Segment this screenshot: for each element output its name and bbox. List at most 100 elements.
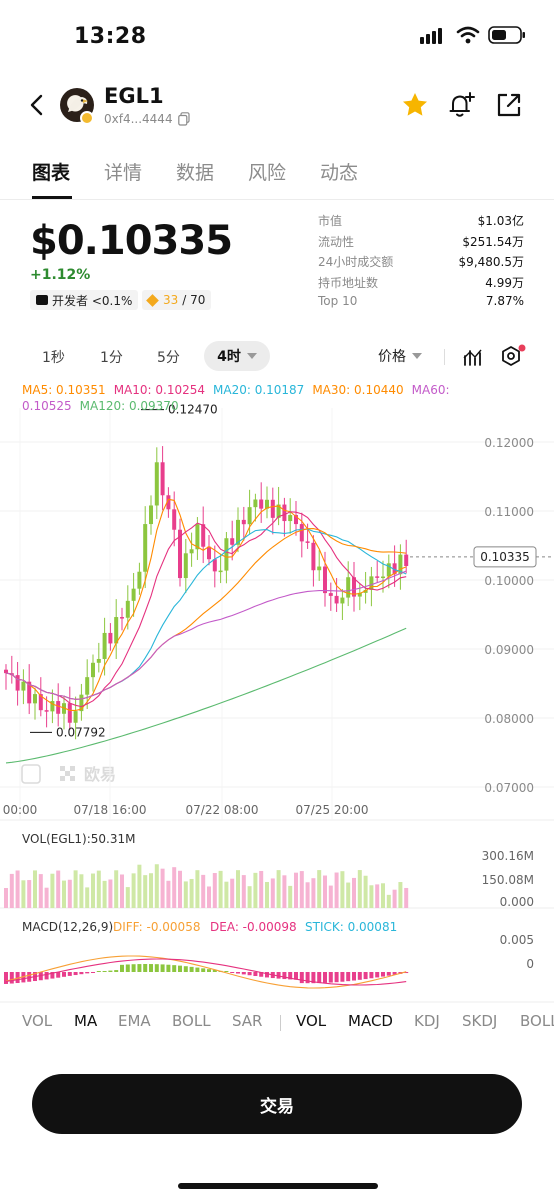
macd-histogram-bar <box>166 964 171 972</box>
candle-body <box>207 546 211 560</box>
share-icon[interactable] <box>494 90 524 120</box>
stat-key: Top 10 <box>318 294 358 308</box>
macd-histogram-bar <box>178 965 182 972</box>
macd-histogram-bar <box>207 969 211 972</box>
volume-bar <box>183 881 188 908</box>
candle-body <box>236 519 240 545</box>
volume-bar <box>131 873 136 908</box>
volume-bar <box>120 874 124 908</box>
candle-body <box>189 549 194 554</box>
macd-label: MACD(12,26,9) <box>22 920 113 934</box>
volume-bar <box>398 882 403 908</box>
macd-histogram-bar <box>224 971 229 972</box>
macd-histogram-bar <box>323 972 327 983</box>
macd-histogram-bar <box>91 972 95 973</box>
chart-settings-icon[interactable] <box>500 344 526 370</box>
macd-histogram-bar <box>102 971 107 972</box>
volume-bar <box>195 870 200 908</box>
candle-body <box>137 571 142 589</box>
timeframe-4h-dropdown[interactable]: 4时 <box>204 341 270 371</box>
timeframe-bar: 1秒 1分 5分 4时 价格 <box>0 340 554 376</box>
macd-histogram-bar <box>15 972 20 984</box>
watermark-text: 欧易 <box>84 765 116 784</box>
ind-main-vol[interactable]: VOL <box>22 1012 53 1030</box>
candle-body <box>91 662 95 678</box>
volume-tick-label: 150.08M <box>482 873 534 887</box>
price-change: +1.12% <box>30 267 91 283</box>
volume-bar <box>56 870 61 908</box>
volume-bar <box>305 882 310 908</box>
candle-body <box>27 681 32 704</box>
tab-details[interactable]: 详情 <box>104 162 143 184</box>
macd-histogram-bar <box>363 972 368 980</box>
macd-histogram-bar <box>149 964 153 972</box>
eagle-logo-icon <box>68 97 88 112</box>
stat-key: 流动性 <box>318 234 355 249</box>
price-selector[interactable]: 价格 <box>378 346 422 366</box>
ind-main-boll[interactable]: BOLL <box>172 1012 211 1030</box>
candle-body <box>404 554 409 567</box>
score-chip[interactable]: 33 / 70 <box>142 290 212 310</box>
star-icon[interactable] <box>400 90 430 120</box>
macd-histogram-bar <box>154 964 159 972</box>
tab-risk[interactable]: 风险 <box>248 162 287 184</box>
volume-bar <box>392 889 397 908</box>
ma120-value: MA120: 0.09370 <box>79 399 179 413</box>
ind-sub-boll[interactable]: BOLL <box>520 1012 554 1030</box>
ind-main-ema[interactable]: EMA <box>118 1012 151 1030</box>
time-tick-label: 00:00 <box>3 803 38 817</box>
volume-bar <box>357 870 362 908</box>
score-diamond-icon <box>146 293 159 307</box>
score-total: / 70 <box>182 293 206 307</box>
copy-icon[interactable] <box>178 112 190 126</box>
ind-sub-macd[interactable]: MACD <box>348 1012 393 1030</box>
volume-label: VOL(EGL1):50.31M <box>22 832 135 846</box>
wifi-icon <box>456 26 480 44</box>
volume-bar <box>137 864 142 908</box>
macd-histogram-bar <box>328 972 333 983</box>
trade-button[interactable]: 交易 <box>32 1074 522 1134</box>
candle-body <box>160 462 165 496</box>
timeframe-1s[interactable]: 1秒 <box>42 350 65 366</box>
volume-bar <box>178 870 182 908</box>
timeframe-1m[interactable]: 1分 <box>100 350 123 366</box>
candle-body <box>276 504 281 518</box>
kline-chart[interactable]: 欧易 0.12000 0.11000 0.10000 0.09000 0.08000 0.… <box>0 378 554 1008</box>
candle-body <box>334 595 339 604</box>
volume-bar <box>62 880 66 908</box>
stat-row: 持币地址数 4.99万 <box>318 274 524 295</box>
developer-chip[interactable]: 开发者 <0.1% <box>30 290 139 310</box>
candle-body <box>178 529 182 579</box>
ind-sub-skdj[interactable]: SKDJ <box>462 1012 498 1030</box>
indicator-chart-icon[interactable] <box>462 346 484 368</box>
tab-chart[interactable]: 图表 <box>32 162 71 184</box>
add-alert-bell-icon[interactable] <box>446 90 476 120</box>
time-tick-label: 07/25 20:00 <box>296 803 369 817</box>
candle-body <box>67 703 72 723</box>
volume-bar <box>85 887 90 908</box>
volume-bar <box>323 875 327 908</box>
volume-bar <box>114 870 119 908</box>
volume-bar <box>154 864 159 908</box>
tab-activity[interactable]: 动态 <box>320 162 359 184</box>
token-stats: 市值 $1.03亿 流动性 $251.54万 24小时成交额 $9,480.5万 持币… <box>318 212 524 315</box>
ind-sub-kdj[interactable]: KDJ <box>414 1012 440 1030</box>
tab-data[interactable]: 数据 <box>176 162 215 184</box>
ma20-line <box>5 528 407 700</box>
back-icon[interactable] <box>22 90 52 120</box>
timeframe-5m[interactable]: 5分 <box>157 350 180 366</box>
kline-svg: 欧易 0.12000 0.11000 0.10000 0.09000 0.08000 0.… <box>0 403 554 1003</box>
ind-sub-vol[interactable]: VOL <box>296 1012 327 1030</box>
macd-diff-line <box>5 955 407 989</box>
ind-main-sar[interactable]: SAR <box>232 1012 263 1030</box>
candle-body <box>125 600 130 618</box>
candle-body <box>305 541 310 543</box>
ma120-line <box>5 627 407 764</box>
macd-histogram-bar <box>305 972 310 984</box>
volume-bar <box>375 884 380 908</box>
price-tick-label: 0.11000 <box>484 505 534 519</box>
candle-body <box>323 566 327 594</box>
ind-main-ma[interactable]: MA <box>74 1012 98 1030</box>
volume-bar <box>317 870 322 908</box>
candle-body <box>259 499 264 509</box>
